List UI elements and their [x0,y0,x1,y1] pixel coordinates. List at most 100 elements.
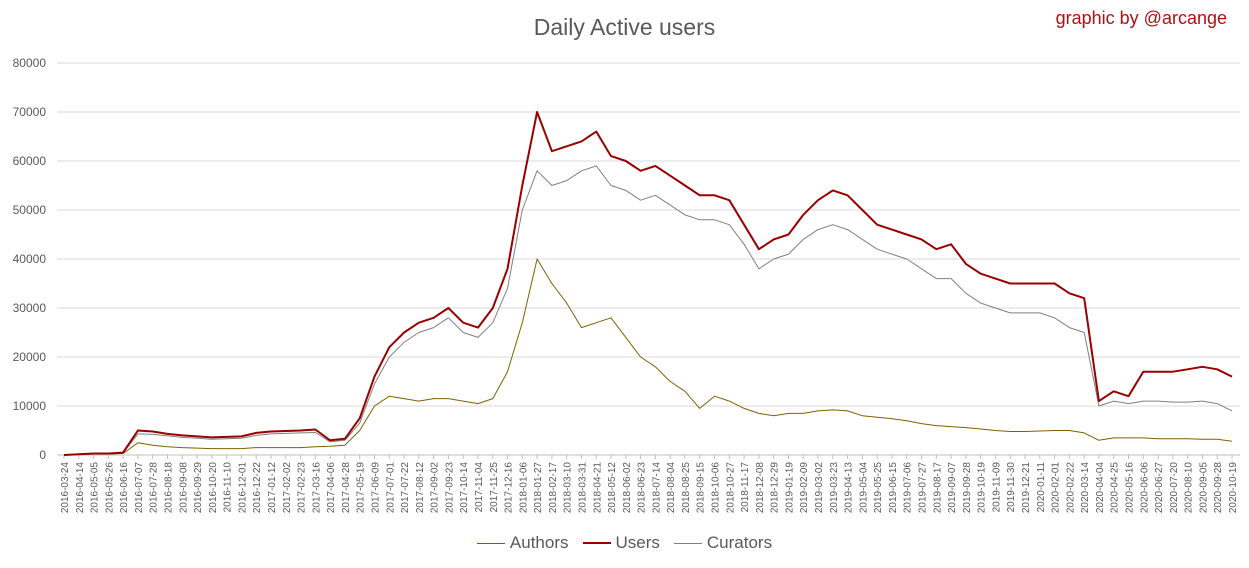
x-tick-label: 2019-05-25 [873,462,884,514]
x-tick-label: 2016-03-24 [60,462,71,514]
y-tick-label: 40000 [13,252,47,266]
x-tick-label: 2017-12-16 [504,462,515,514]
x-tick-label: 2018-12-29 [770,462,781,514]
x-tick-label: 2020-02-22 [1065,462,1076,514]
x-tick-label: 2017-08-12 [415,462,426,514]
x-tick-label: 2018-10-27 [725,462,736,514]
x-axis-labels: 2016-03-24 2016-04-14 2016-05-05 2016-05-26… [60,455,1239,513]
x-tick-label: 2018-02-17 [548,462,559,514]
x-tick-label: 2020-04-25 [1110,462,1121,514]
x-tick-label: 2016-12-22 [252,462,263,514]
x-tick-label: 2019-04-13 [844,462,855,514]
x-tick-label: 2019-09-28 [962,462,973,514]
x-tick-label: 2019-08-17 [932,462,943,514]
x-tick-label: 2017-07-01 [385,462,396,514]
legend-swatch-authors [476,542,505,544]
x-tick-label: 2017-09-23 [444,462,455,514]
x-tick-label: 2018-06-02 [622,462,633,514]
x-tick-label: 2017-05-19 [356,462,367,514]
x-tick-label: 2016-10-20 [208,462,219,514]
x-tick-label: 2018-10-06 [711,462,722,514]
x-tick-label: 2017-04-28 [341,462,352,514]
legend-item-authors: Authors [476,533,569,553]
x-tick-label: 2020-05-16 [1125,462,1136,514]
x-tick-label: 2019-11-30 [1006,462,1017,513]
x-tick-label: 2016-11-10 [223,462,234,513]
x-tick-label: 2016-07-28 [149,462,160,514]
x-tick-label: 2018-09-15 [696,462,707,514]
legend-swatch-users [582,542,611,544]
legend-item-users: Users [582,533,660,553]
x-tick-label: 2019-05-04 [858,462,869,514]
series-line-authors [63,258,1233,456]
y-axis-labels: 0 10000 20000 30000 40000 50000 60000 70000 8000… [13,56,47,462]
legend-label-users: Users [615,533,660,552]
x-tick-label: 2018-03-10 [563,462,574,514]
x-tick-label: 2020-02-01 [1051,462,1062,514]
x-tick-label: 2017-02-23 [297,462,308,514]
x-tick-label: 2019-06-15 [888,462,899,514]
x-tick-label: 2019-02-09 [799,462,810,514]
y-tick-label: 20000 [13,350,47,364]
x-tick-label: 2020-06-06 [1139,462,1150,514]
x-tick-label: 2017-03-16 [311,462,322,514]
x-tick-label: 2019-01-19 [784,462,795,514]
x-tick-label: 2019-03-02 [814,462,825,514]
x-tick-label: 2020-03-14 [1080,462,1091,514]
x-tick-label: 2019-07-06 [903,462,914,514]
x-tick-label: 2018-08-25 [681,462,692,514]
x-tick-label: 2017-11-25 [489,462,500,513]
x-tick-label: 2018-07-14 [651,462,662,514]
x-tick-label: 2020-08-10 [1184,462,1195,514]
grid-lines [57,62,1240,456]
x-tick-label: 2020-04-04 [1095,462,1106,514]
x-tick-label: 2016-05-26 [104,462,115,514]
y-tick-label: 70000 [13,105,47,119]
x-tick-label: 2016-09-29 [193,462,204,514]
y-tick-label: 80000 [13,56,47,70]
legend-label-authors: Authors [509,533,569,552]
x-tick-label: 2018-04-21 [592,462,603,514]
x-tick-label: 2019-09-07 [947,462,958,514]
y-tick-label: 0 [39,448,46,462]
x-tick-label: 2016-05-05 [90,462,101,514]
series-line-curators [63,165,1233,456]
x-tick-label: 2018-03-31 [577,462,588,514]
x-tick-label: 2017-02-02 [282,462,293,514]
y-tick-label: 30000 [13,301,47,315]
y-tick-label: 60000 [13,154,47,168]
x-tick-label: 2017-06-09 [370,462,381,514]
x-tick-label: 2017-11-04 [474,462,485,513]
x-tick-label: 2018-01-27 [533,462,544,514]
legend: Authors Users Curators [0,533,1249,553]
x-tick-label: 2016-08-18 [163,462,174,514]
x-tick-label: 2020-09-05 [1198,462,1209,514]
x-tick-label: 2018-12-08 [755,462,766,514]
x-tick-label: 2020-07-20 [1169,462,1180,514]
x-tick-label: 2020-10-19 [1228,462,1239,514]
x-tick-label: 2017-09-02 [430,462,441,514]
x-tick-label: 2018-05-12 [607,462,618,514]
x-tick-label: 2020-09-28 [1213,462,1224,514]
y-tick-label: 10000 [13,399,47,413]
x-tick-label: 2016-12-01 [237,462,248,514]
legend-label-curators: Curators [706,533,773,552]
x-tick-label: 2017-07-22 [400,462,411,514]
x-tick-label: 2019-03-23 [829,462,840,514]
x-tick-label: 2016-09-08 [178,462,189,514]
chart-title: Daily Active users [533,14,716,40]
x-tick-label: 2018-11-17 [740,462,751,513]
x-tick-label: 2017-01-12 [267,462,278,514]
series-lines [63,111,1233,456]
x-tick-label: 2019-12-21 [1021,462,1032,514]
x-tick-label: 2017-04-06 [326,462,337,514]
x-tick-label: 2019-07-27 [918,462,929,514]
legend-swatch-curators [673,542,702,544]
x-tick-label: 2019-11-09 [991,462,1002,513]
series-line-users [63,111,1233,456]
credit-text: graphic by @arcange [1055,8,1227,28]
x-tick-label: 2016-06-16 [119,462,130,514]
y-tick-label: 50000 [13,203,47,217]
x-tick-label: 2020-06-27 [1154,462,1165,514]
x-tick-label: 2019-10-19 [977,462,988,514]
